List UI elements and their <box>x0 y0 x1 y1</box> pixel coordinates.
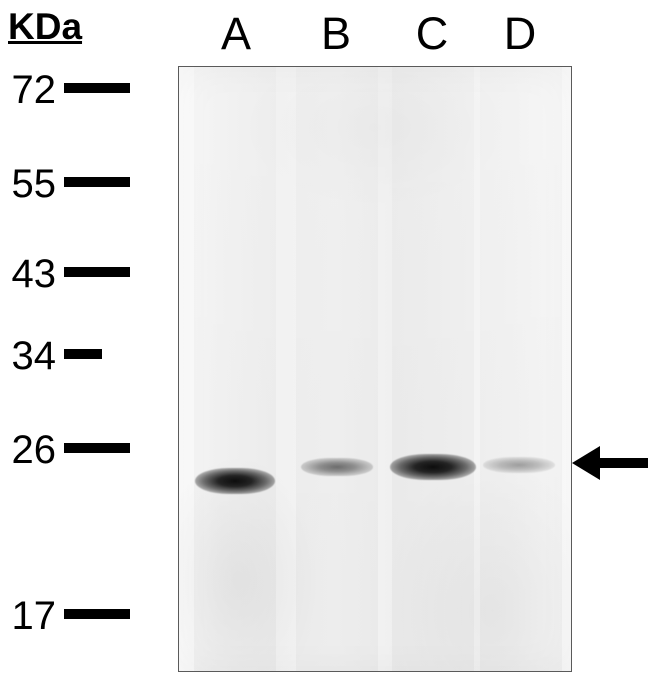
western-blot-figure: KDa 72 55 43 34 26 17 A B C D <box>0 0 650 682</box>
kda-label-17: 17 <box>6 594 56 639</box>
ladder-tick-26 <box>64 443 130 453</box>
band-arrow-icon <box>572 443 648 483</box>
band-lane-a <box>195 468 275 494</box>
lane-label-a: A <box>206 8 266 60</box>
band-lane-c <box>390 454 476 480</box>
ladder-tick-17 <box>64 609 130 619</box>
blot-membrane <box>178 66 572 672</box>
kda-label-26: 26 <box>6 428 56 473</box>
lane-shade-a <box>194 67 276 671</box>
lane-shade-c <box>392 67 474 671</box>
ladder-tick-55 <box>64 177 130 187</box>
kda-label-72: 72 <box>6 68 56 113</box>
lane-label-b: B <box>306 8 366 60</box>
band-lane-b <box>301 458 373 476</box>
kda-label-34: 34 <box>6 334 56 379</box>
axis-title-kda: KDa <box>8 6 82 48</box>
lane-shade-b <box>296 67 378 671</box>
ladder-tick-72 <box>64 83 130 93</box>
kda-label-55: 55 <box>6 162 56 207</box>
kda-label-43: 43 <box>6 252 56 297</box>
lane-label-c: C <box>402 8 462 60</box>
ladder-tick-43 <box>64 267 130 277</box>
lane-shade-d <box>480 67 562 671</box>
lane-label-d: D <box>490 8 550 60</box>
ladder-tick-34 <box>64 349 102 359</box>
band-lane-d <box>483 457 555 473</box>
